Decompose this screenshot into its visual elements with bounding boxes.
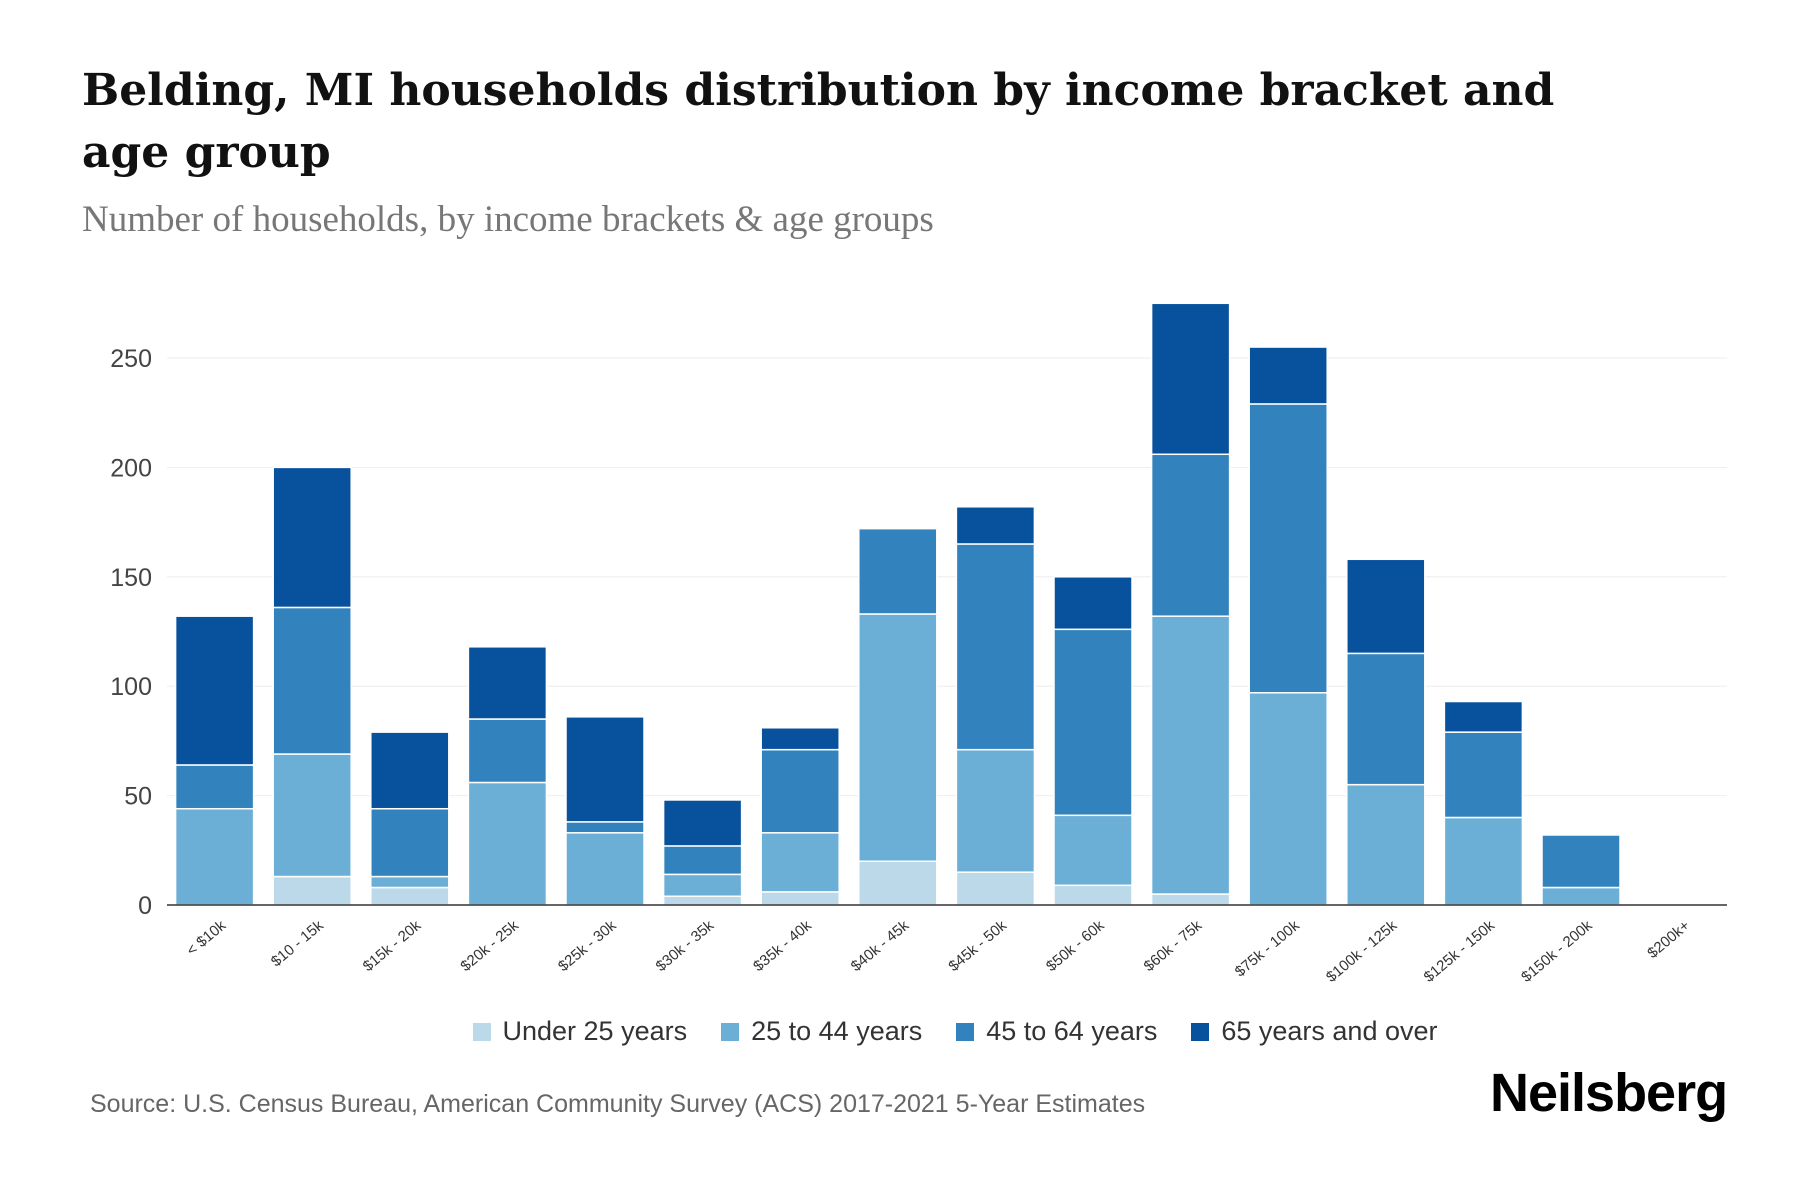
y-tick-label: 50: [124, 783, 152, 811]
bar-segment: [1443, 731, 1524, 819]
bar-segment: [272, 466, 352, 609]
bar-segment: [662, 799, 743, 847]
legend-item: 45 to 64 years: [956, 1016, 1157, 1047]
y-tick-label: 200: [110, 454, 152, 482]
x-tick-label: $200k+: [1644, 917, 1693, 962]
bar-segment: [760, 891, 840, 906]
bar-segment: [858, 613, 938, 862]
bar-segment: [1248, 346, 1328, 405]
bar-segment: [955, 871, 1036, 906]
legend-swatch: [472, 1022, 491, 1041]
x-tick-label: $30k - 35k: [653, 917, 718, 975]
bar-segment: [174, 615, 255, 766]
bar-segment: [1053, 814, 1133, 887]
legend-label: 45 to 64 years: [986, 1016, 1158, 1046]
bar-segment: [760, 748, 840, 834]
x-tick-label: $75k - 100k: [1232, 917, 1303, 981]
legend: Under 25 years 25 to 44 years 45 to 64 yea…: [0, 1016, 1800, 1047]
legend-label: 65 years and over: [1221, 1016, 1438, 1046]
legend-item: Under 25 years: [472, 1016, 688, 1047]
bar-segment: [370, 875, 450, 889]
x-tick-label: $25k - 30k: [555, 917, 620, 975]
bar-segment: [467, 781, 548, 906]
x-tick-label: $60k - 75k: [1141, 917, 1206, 975]
bar-segment: [565, 716, 645, 823]
legend-swatch: [1191, 1022, 1210, 1041]
legend-swatch: [721, 1022, 740, 1041]
y-tick-label: 100: [110, 673, 152, 701]
bar-segment: [174, 807, 255, 906]
bar-segment: [955, 506, 1036, 545]
bar-segment: [1443, 816, 1524, 906]
legend-item: 65 years and over: [1191, 1016, 1438, 1047]
y-tick-label: 150: [110, 564, 152, 592]
bar-segment: [662, 845, 743, 876]
x-tick-label: $20k - 25k: [457, 917, 522, 975]
neilsberg-logo: Neilsberg: [1490, 1063, 1728, 1123]
chart-title: Belding, MI households distribution by i…: [82, 65, 1555, 178]
bar-segment: [1248, 403, 1328, 694]
x-tick-label: $35k - 40k: [750, 917, 815, 975]
bar-segment: [467, 646, 548, 720]
source-note: Source: U.S. Census Bureau, American Com…: [90, 1090, 1146, 1118]
bar-segment: [760, 727, 840, 751]
bar-segment: [467, 718, 548, 784]
bar-segment: [565, 821, 645, 834]
bar-segment: [1150, 615, 1231, 895]
x-tick-label: < $10k: [183, 917, 229, 960]
x-tick-label: $15k - 20k: [360, 917, 425, 975]
y-tick-label: 0: [138, 892, 152, 920]
bar-segment: [858, 527, 938, 615]
x-tick-label: $40k - 45k: [848, 917, 913, 975]
bar-segment: [1541, 886, 1621, 906]
bar-segment: [858, 860, 938, 906]
bar-segment: [565, 832, 645, 906]
stacked-bar-chart: 0 50 100 150 200 250 < $10k $10 - 15k $15k - 20k…: [110, 302, 1727, 986]
legend-item: 25 to 44 years: [721, 1016, 922, 1047]
bar-segment: [370, 886, 450, 906]
bar-segment: [1541, 834, 1621, 889]
bar-segment: [1150, 302, 1231, 456]
x-tick-label: $125k - 150k: [1421, 917, 1499, 986]
bar-segment: [1053, 628, 1133, 817]
legend-label: Under 25 years: [502, 1016, 688, 1046]
legend-label: 25 to 44 years: [751, 1016, 923, 1046]
bar-segment: [1346, 558, 1426, 655]
bar-segment: [760, 832, 840, 893]
x-tick-label: $100k - 125k: [1323, 917, 1401, 986]
bar-segment: [272, 875, 352, 906]
bar-segment: [955, 748, 1036, 873]
x-tick-label: $50k - 60k: [1043, 917, 1108, 975]
bar-segment: [662, 895, 743, 906]
bar-segment: [174, 764, 255, 810]
bar-segment: [1150, 453, 1231, 617]
y-tick-label: 250: [110, 345, 152, 373]
bar-segment: [272, 606, 352, 755]
bar-segment: [1053, 576, 1133, 631]
bar-segment: [370, 807, 450, 878]
bar-segment: [1053, 884, 1133, 906]
x-tick-label: $45k - 50k: [945, 917, 1010, 975]
bar-segment: [272, 753, 352, 878]
bar-segment: [662, 873, 743, 897]
bar-segment: [1248, 692, 1328, 906]
bar-segment: [1150, 893, 1231, 906]
bar-segment: [1443, 700, 1524, 733]
x-tick-label: $10 - 15k: [268, 917, 327, 971]
x-tick-label: $150k - 200k: [1518, 917, 1596, 986]
bar-segment: [370, 731, 450, 810]
bar-segment: [1346, 783, 1426, 906]
bar-segment: [1346, 652, 1426, 786]
chart-subtitle: Number of households, by income brackets…: [82, 199, 934, 240]
legend-swatch: [956, 1022, 975, 1041]
bar-segment: [955, 543, 1036, 751]
